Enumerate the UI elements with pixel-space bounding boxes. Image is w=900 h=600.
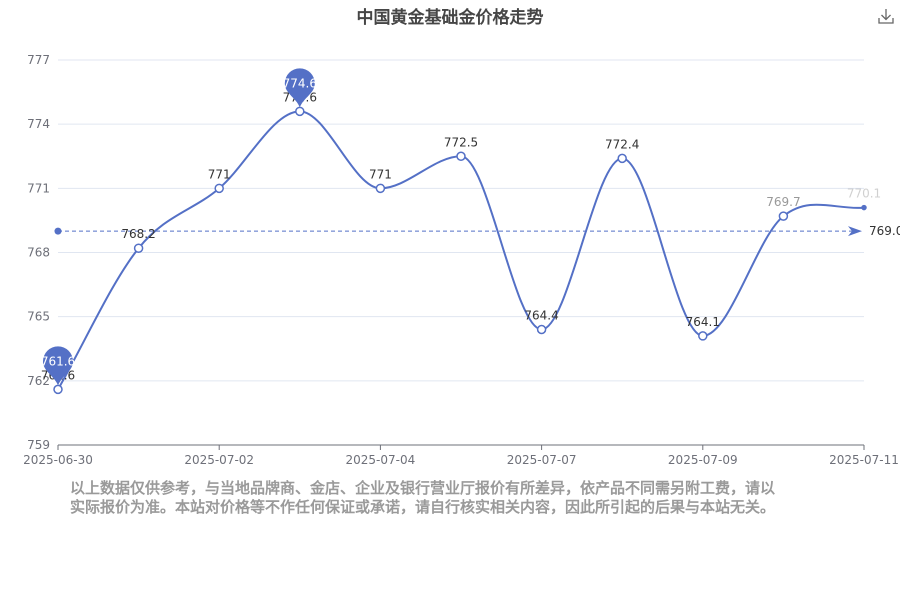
- disclaimer-line-1: 以上数据仅供参考，与当地品牌商、金店、企业及银行营业厅报价有所差异，依产品不同需…: [70, 479, 776, 497]
- y-tick-label: 771: [27, 181, 50, 195]
- data-point: [214, 183, 224, 194]
- data-point: [861, 204, 867, 211]
- x-tick-label: 2025-07-07: [507, 453, 577, 467]
- data-point: [133, 243, 144, 253]
- data-label: 772.4: [605, 137, 639, 151]
- data-label: 764.4: [524, 309, 558, 323]
- data-point: [375, 183, 386, 194]
- data-point: [778, 211, 789, 221]
- average-line-arrow: [848, 226, 862, 237]
- y-tick-label: 765: [27, 310, 50, 324]
- data-label: 771: [369, 167, 392, 181]
- data-label: 771: [208, 167, 231, 181]
- data-point: [53, 384, 63, 395]
- x-tick-label: 2025-06-30: [23, 453, 93, 467]
- min-marker-label: 761.6: [41, 354, 75, 368]
- x-tick-label: 2025-07-11: [829, 453, 899, 467]
- min-marker-pin: [43, 346, 73, 386]
- x-tick-label: 2025-07-09: [668, 453, 738, 467]
- data-point: [617, 153, 627, 164]
- data-label: 764.1: [686, 315, 720, 329]
- download-icon[interactable]: [876, 6, 896, 26]
- disclaimer: 以上数据仅供参考，与当地品牌商、金店、企业及银行营业厅报价有所差异，依产品不同需…: [70, 479, 850, 517]
- x-tick-label: 2025-07-04: [346, 453, 416, 467]
- line-chart: 759 762 765 768 771 774 777 2025-06-30 2025-07-0…: [23, 53, 900, 467]
- data-label: 772.5: [444, 135, 478, 149]
- x-tick-label: 2025-07-02: [184, 453, 254, 467]
- data-label: 769.7: [766, 195, 800, 209]
- data-point: [456, 151, 466, 161]
- data-point: [698, 331, 708, 341]
- y-tick-label: 777: [27, 53, 50, 67]
- data-label: 770.1: [847, 187, 881, 201]
- chart-title: 中国黄金基础金价格走势: [356, 8, 544, 28]
- max-marker-label: 774.6: [283, 76, 317, 90]
- y-tick-label: 768: [27, 246, 50, 260]
- max-marker-pin: [284, 68, 315, 108]
- data-point: [295, 106, 305, 117]
- data-point: [536, 324, 547, 335]
- disclaimer-line-2: 实际报价为准。本站对价格等不作任何保证或承诺，请自行核实相关内容，因此所引起的后…: [70, 498, 776, 516]
- y-tick-label: 774: [27, 117, 50, 131]
- average-label: 769.0: [869, 224, 900, 238]
- y-tick-label: 759: [27, 438, 50, 452]
- data-label: 768.2: [121, 227, 155, 241]
- y-tick-label: 762: [27, 374, 50, 388]
- series-line: [57, 110, 865, 390]
